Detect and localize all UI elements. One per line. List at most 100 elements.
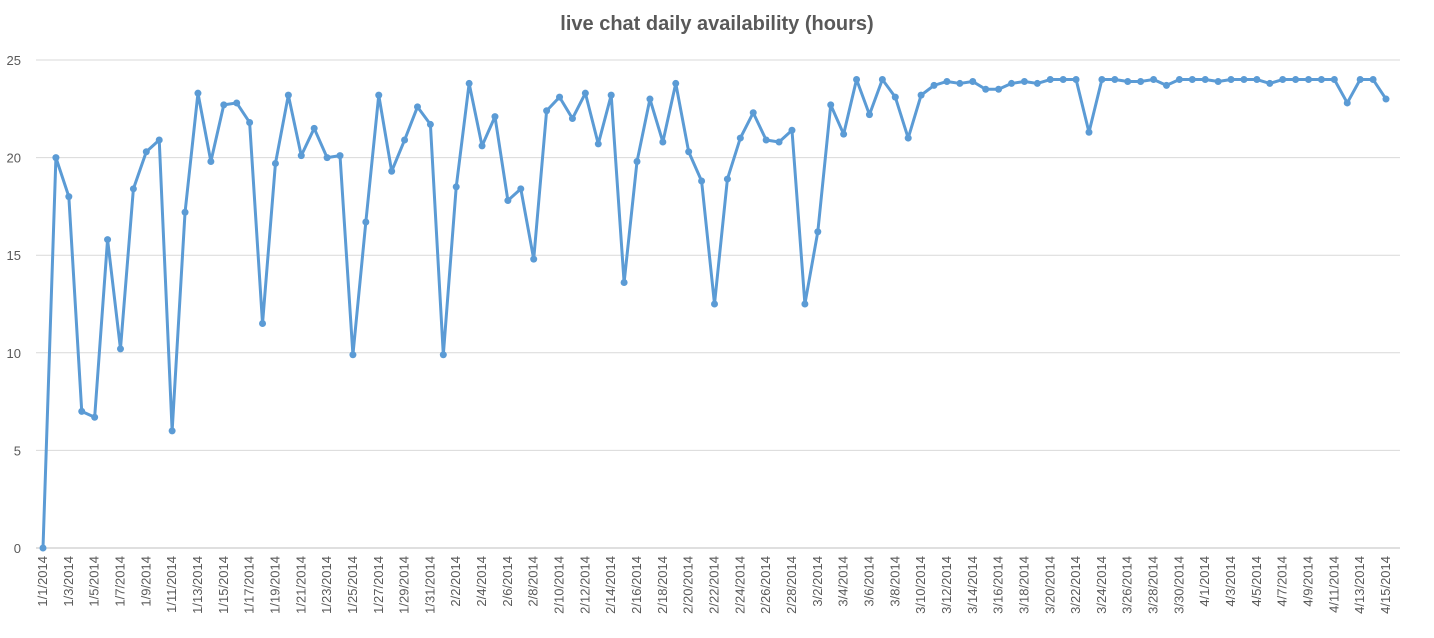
x-tick-label: 1/3/2014 xyxy=(61,556,76,607)
x-tick-label: 2/28/2014 xyxy=(784,556,799,614)
data-point xyxy=(865,111,873,119)
data-point xyxy=(142,148,150,156)
data-point xyxy=(52,154,60,162)
data-point xyxy=(1111,76,1119,84)
series-line xyxy=(41,78,1388,549)
x-tick-label: 1/11/2014 xyxy=(164,556,179,613)
x-tick-label: 3/10/2014 xyxy=(913,556,928,614)
data-point xyxy=(246,118,254,126)
data-point xyxy=(65,193,73,201)
gridlines xyxy=(36,59,1400,451)
x-tick-label: 3/30/2014 xyxy=(1171,556,1186,614)
data-point xyxy=(1201,76,1209,84)
data-point xyxy=(517,185,525,193)
data-point xyxy=(1072,76,1080,84)
data-point xyxy=(827,101,835,109)
x-tick-label: 4/7/2014 xyxy=(1275,556,1290,607)
x-tick-label: 2/2/2014 xyxy=(448,556,463,607)
x-tick-label: 3/2/2014 xyxy=(810,556,825,607)
x-tick-label: 3/8/2014 xyxy=(887,556,902,607)
data-point xyxy=(401,136,409,144)
data-point xyxy=(698,177,706,185)
data-point xyxy=(349,351,357,359)
data-point xyxy=(375,91,383,99)
data-point xyxy=(323,154,331,162)
data-point xyxy=(181,208,189,216)
data-point xyxy=(39,544,47,552)
x-tick-label: 4/5/2014 xyxy=(1249,556,1264,607)
data-point xyxy=(413,103,421,111)
data-point xyxy=(594,140,602,148)
data-point xyxy=(1317,76,1325,84)
data-point xyxy=(1382,95,1390,103)
data-point xyxy=(1369,76,1377,84)
data-point xyxy=(504,197,512,205)
data-point xyxy=(1279,76,1287,84)
data-point xyxy=(1085,128,1093,136)
data-point xyxy=(723,175,731,183)
data-point xyxy=(620,279,628,287)
data-point xyxy=(439,351,447,359)
data-point xyxy=(1059,76,1067,84)
x-tick-label: 2/10/2014 xyxy=(552,556,567,614)
x-tick-label: 1/7/2014 xyxy=(112,556,127,607)
data-point xyxy=(904,134,912,142)
data-point xyxy=(607,91,615,99)
x-tick-label: 3/24/2014 xyxy=(1094,556,1109,614)
data-point xyxy=(672,79,680,87)
data-point xyxy=(1343,99,1351,107)
y-tick-label: 0 xyxy=(14,541,21,556)
data-point xyxy=(568,115,576,123)
series-availability xyxy=(39,76,1390,552)
x-tick-label: 4/1/2014 xyxy=(1197,556,1212,607)
data-point xyxy=(310,124,318,132)
x-tick-label: 4/15/2014 xyxy=(1378,556,1393,614)
data-point xyxy=(362,218,370,226)
x-tick-label: 1/21/2014 xyxy=(293,556,308,614)
data-point xyxy=(220,101,228,109)
data-point xyxy=(878,76,886,84)
data-point xyxy=(426,120,434,128)
x-tick-label: 2/12/2014 xyxy=(577,556,592,614)
data-point xyxy=(1305,76,1313,84)
data-point xyxy=(659,138,667,146)
x-tick-label: 1/13/2014 xyxy=(190,556,205,614)
data-point xyxy=(233,99,241,107)
x-tick-label: 4/3/2014 xyxy=(1223,556,1238,607)
x-tick-label: 3/22/2014 xyxy=(1068,556,1083,614)
x-tick-label: 4/9/2014 xyxy=(1301,556,1316,607)
x-tick-label: 3/18/2014 xyxy=(1016,556,1031,614)
data-point xyxy=(543,107,551,115)
x-tick-label: 1/19/2014 xyxy=(267,556,282,614)
data-point xyxy=(1175,76,1183,84)
data-point xyxy=(1188,76,1196,84)
data-point xyxy=(78,407,86,415)
data-point xyxy=(129,185,137,193)
x-tick-label: 2/26/2014 xyxy=(758,556,773,614)
data-point xyxy=(336,152,344,160)
y-axis: 0 5 10 15 20 25 xyxy=(7,53,21,556)
data-point xyxy=(530,255,538,263)
data-point xyxy=(388,167,396,175)
data-point xyxy=(969,77,977,85)
data-point xyxy=(1356,76,1364,84)
x-tick-label: 2/16/2014 xyxy=(629,556,644,614)
x-tick-label: 2/18/2014 xyxy=(655,556,670,614)
data-point xyxy=(207,158,215,166)
data-point xyxy=(91,413,99,421)
data-point xyxy=(168,427,176,435)
data-point xyxy=(646,95,654,103)
data-point xyxy=(581,89,589,97)
x-tick-label: 2/22/2014 xyxy=(707,556,722,614)
data-point xyxy=(1214,77,1222,85)
x-tick-label: 3/6/2014 xyxy=(861,556,876,607)
data-point xyxy=(982,85,990,93)
x-tick-label: 2/14/2014 xyxy=(603,556,618,614)
data-point xyxy=(1033,79,1041,87)
data-point xyxy=(633,158,641,166)
data-point xyxy=(1008,79,1016,87)
data-point xyxy=(556,93,564,101)
data-point xyxy=(1227,76,1235,84)
data-point xyxy=(891,93,899,101)
